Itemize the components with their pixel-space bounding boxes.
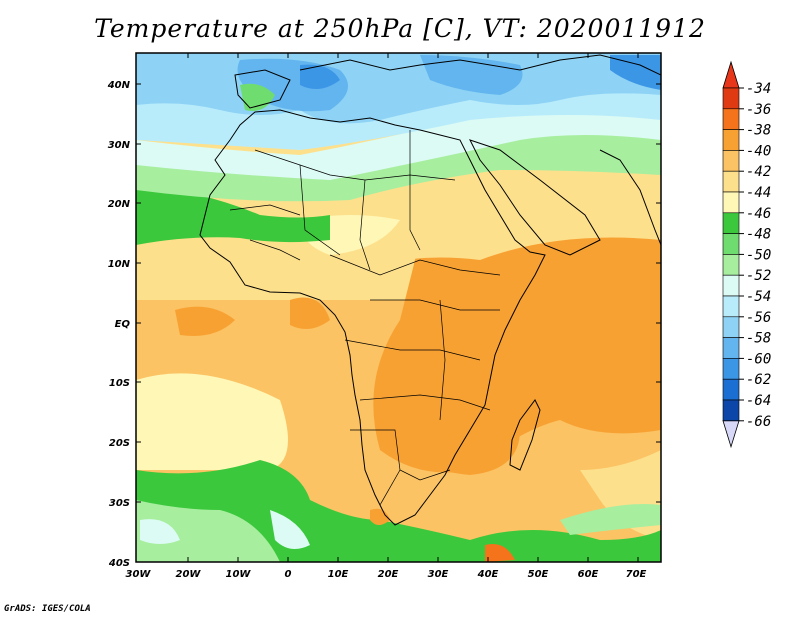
lon-label: 50E [528, 569, 549, 580]
colorbar-label: -44 [746, 185, 771, 201]
colorbar-swatch [722, 358, 740, 380]
colorbar-swatch [722, 191, 740, 214]
colorbar-swatch [722, 295, 740, 318]
colorbar-swatch [722, 233, 740, 255]
lon-label: 0 [285, 569, 292, 580]
longitude-labels: 30W 20W 10W 0 10E 20E 30E 40E 50E 60E 70… [126, 569, 647, 580]
colorbar-swatch [722, 316, 740, 338]
lat-label: 10N [108, 259, 131, 270]
colorbar-label: -50 [746, 247, 771, 263]
lon-label: 30W [126, 569, 152, 580]
colorbar-label: -64 [746, 393, 771, 409]
colorbar-label: -58 [746, 331, 771, 347]
colorbar-swatch [722, 399, 740, 422]
lat-label: EQ [115, 319, 131, 330]
lat-label: 20N [108, 199, 131, 210]
latitude-labels: 40N 30N 20N 10N EQ 10S 20S 30S 40S [107, 80, 131, 569]
lat-label: 30S [109, 498, 130, 509]
lon-label: 10W [226, 569, 252, 580]
colorbar-swatch [722, 129, 740, 151]
colorbar-label: -38 [746, 123, 771, 139]
colorbar-swatch [722, 170, 740, 193]
colorbar-label: -66 [746, 414, 771, 430]
lon-label: 20E [378, 569, 399, 580]
colorbar-swatch [722, 87, 740, 110]
lon-label: 10E [328, 569, 349, 580]
lon-label: 40E [477, 569, 499, 580]
colorbar-label: -46 [746, 206, 771, 222]
colorbar-swatch [722, 378, 740, 401]
lon-label: 60E [578, 569, 599, 580]
colorbar-bottom-arrow [722, 420, 740, 449]
lon-label: 70E [626, 569, 647, 580]
lat-label: 10S [109, 378, 130, 389]
colorbar-swatch [722, 150, 740, 172]
lon-label: 30E [428, 569, 449, 580]
lat-label: 40S [108, 558, 130, 569]
credit-text: GrADS: IGES/COLA [4, 604, 91, 614]
colorbar-label: -54 [746, 289, 771, 305]
colorbar: -34 -36 -38 -40 -42 -44 -46 -48 -50 -52 -54 -56 -58 -… [722, 60, 771, 449]
colorbar-label: -42 [746, 164, 771, 180]
temperature-field [136, 53, 661, 562]
lat-label: 20S [109, 438, 130, 449]
colorbar-label: -34 [746, 81, 771, 97]
country-borders [229, 130, 501, 506]
colorbar-swatch [722, 108, 740, 130]
coastlines [199, 54, 661, 526]
colorbar-swatch [722, 212, 740, 234]
colorbar-label: -48 [746, 227, 771, 243]
map-title: Temperature at 250hPa [C], VT: 202001191… [94, 14, 706, 43]
colorbar-swatch [722, 254, 740, 276]
colorbar-label: -36 [746, 102, 771, 118]
colorbar-label: -62 [746, 372, 771, 388]
colorbar-label: -60 [746, 351, 771, 367]
colorbar-label: -56 [746, 310, 771, 326]
colorbar-swatch [722, 274, 740, 297]
lon-label: 20W [176, 569, 202, 580]
colorbar-label: -40 [746, 143, 771, 159]
colorbar-top-arrow [722, 60, 740, 89]
lat-label: 30N [108, 140, 131, 151]
colorbar-label: -52 [746, 268, 771, 284]
colorbar-swatch [722, 337, 740, 359]
plot-frame [135, 52, 662, 563]
lat-label: 40N [107, 80, 131, 91]
